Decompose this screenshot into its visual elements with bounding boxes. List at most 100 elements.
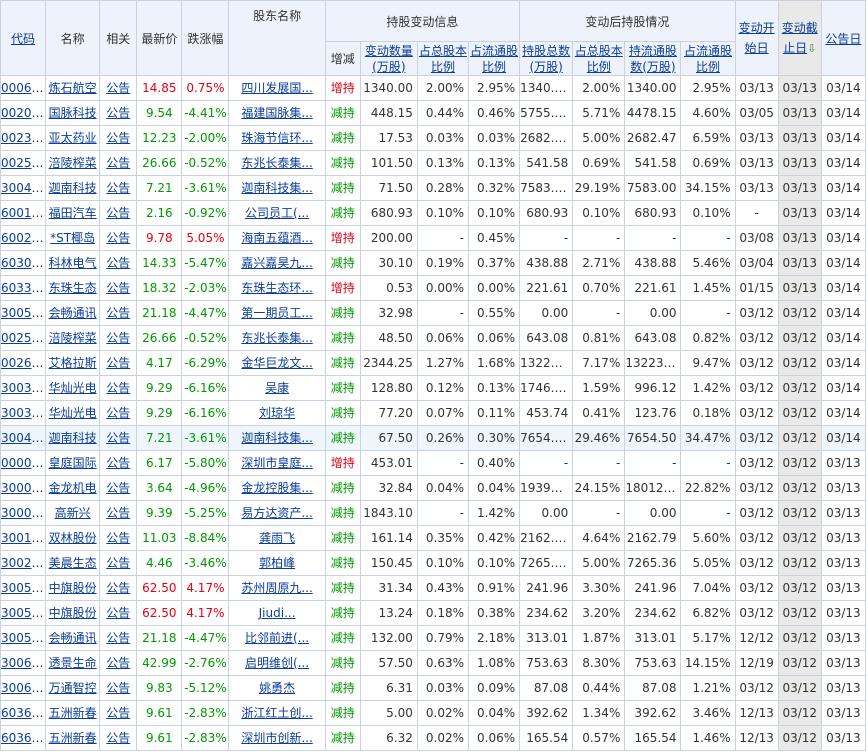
announcement-link[interactable]: 公告 xyxy=(106,156,131,170)
stock-code-link[interactable]: 000697 xyxy=(1,81,46,95)
holder-name-link[interactable]: 公司员工(... xyxy=(245,206,310,220)
announcement-link[interactable]: 公告 xyxy=(106,731,131,745)
stock-name-link[interactable]: 科林电气 xyxy=(48,256,97,270)
announcement-link[interactable]: 公告 xyxy=(106,256,131,270)
stock-name-link[interactable]: 东珠生态 xyxy=(48,281,97,295)
announcement-link[interactable]: 公告 xyxy=(106,406,131,420)
stock-name-link[interactable]: 双林股份 xyxy=(48,531,97,545)
stock-name-link[interactable]: 迦南科技 xyxy=(48,431,97,445)
stock-code-link[interactable]: 300642 xyxy=(1,656,46,670)
col-change-pct-total-header[interactable]: 占总股本比例 xyxy=(416,41,470,76)
stock-name-link[interactable]: 炼石航空 xyxy=(48,81,97,95)
sort-change-pct-total-link[interactable]: 占总股本比例 xyxy=(418,43,467,74)
sort-after-total-link[interactable]: 持股总数(万股) xyxy=(522,43,571,74)
stock-code-link[interactable]: 002507 xyxy=(1,156,46,170)
stock-name-link[interactable]: 艾格拉斯 xyxy=(48,356,97,370)
announcement-link[interactable]: 公告 xyxy=(106,681,131,695)
sort-after-pct-total-link[interactable]: 占总股本比例 xyxy=(574,43,623,74)
stock-code-link[interactable]: 603667 xyxy=(1,731,46,745)
announcement-link[interactable]: 公告 xyxy=(106,706,131,720)
announcement-link[interactable]: 公告 xyxy=(106,656,131,670)
stock-name-link[interactable]: 高新兴 xyxy=(54,506,91,520)
holder-name-link[interactable]: 海南五蕴酒... xyxy=(241,231,313,245)
stock-code-link[interactable]: 300575 xyxy=(1,606,46,620)
holder-name-link[interactable]: 郭柏峰 xyxy=(259,556,296,570)
stock-name-link[interactable]: 五洲新春 xyxy=(48,731,97,745)
stock-code-link[interactable]: 300100 xyxy=(1,531,46,545)
sort-after-pct-float-link[interactable]: 占流通股比例 xyxy=(684,43,733,74)
stock-code-link[interactable]: 603359 xyxy=(1,281,46,295)
announcement-link[interactable]: 公告 xyxy=(106,306,131,320)
holder-name-link[interactable]: 嘉兴嘉昊九... xyxy=(241,256,313,270)
col-after-pct-float-header[interactable]: 占流通股比例 xyxy=(680,41,736,76)
holder-name-link[interactable]: 比邻前进(... xyxy=(245,631,310,645)
sort-after-float-link[interactable]: 持流通股数(万股) xyxy=(628,43,677,74)
stock-name-link[interactable]: 华灿光电 xyxy=(48,406,97,420)
stock-name-link[interactable]: 会畅通讯 xyxy=(48,631,97,645)
stock-code-link[interactable]: 002370 xyxy=(1,131,46,145)
stock-name-link[interactable]: 中旗股份 xyxy=(48,606,97,620)
announcement-link[interactable]: 公告 xyxy=(106,631,131,645)
stock-name-link[interactable]: 透景生命 xyxy=(48,656,97,670)
announcement-link[interactable]: 公告 xyxy=(106,606,131,620)
stock-code-link[interactable]: 600238 xyxy=(1,231,46,245)
holder-name-link[interactable]: 东珠生态环... xyxy=(241,281,313,295)
stock-code-link[interactable]: 300575 xyxy=(1,581,46,595)
stock-name-link[interactable]: 福田汽车 xyxy=(48,206,97,220)
sort-start-date-link[interactable]: 变动开始日 xyxy=(738,21,775,55)
holder-name-link[interactable]: 浙江红土创... xyxy=(241,706,313,720)
stock-name-link[interactable]: 金龙机电 xyxy=(48,481,97,495)
stock-name-link[interactable]: 五洲新春 xyxy=(48,706,97,720)
stock-code-link[interactable]: 600166 xyxy=(1,206,46,220)
stock-name-link[interactable]: 国脉科技 xyxy=(48,106,97,120)
stock-code-link[interactable]: 603050 xyxy=(1,256,46,270)
stock-name-link[interactable]: 万通智控 xyxy=(48,681,97,695)
stock-code-link[interactable]: 300237 xyxy=(1,556,46,570)
stock-name-link[interactable]: 美晨生态 xyxy=(48,556,97,570)
sort-announce-date-link[interactable]: 公告日 xyxy=(825,31,862,46)
announcement-link[interactable]: 公告 xyxy=(106,331,131,345)
stock-code-link[interactable]: 002507 xyxy=(1,331,46,345)
stock-name-link[interactable]: 涪陵榨菜 xyxy=(48,331,97,345)
col-end-date-header[interactable]: 变动截止日⇩ xyxy=(777,0,822,76)
stock-name-link[interactable]: 亚太药业 xyxy=(48,131,97,145)
holder-name-link[interactable]: 金华巨龙文... xyxy=(241,356,313,370)
col-start-date-header[interactable]: 变动开始日 xyxy=(734,0,779,76)
sort-code-link[interactable]: 代码 xyxy=(11,31,36,46)
holder-name-link[interactable]: 深圳市皇庭... xyxy=(241,456,313,470)
holder-name-link[interactable]: Jiudi... xyxy=(258,606,296,620)
stock-code-link[interactable]: 300032 xyxy=(1,481,46,495)
col-change-qty-header[interactable]: 变动数量(万股) xyxy=(359,41,418,76)
stock-code-link[interactable]: 002093 xyxy=(1,106,46,120)
col-announce-date-header[interactable]: 公告日 xyxy=(820,0,867,76)
announcement-link[interactable]: 公告 xyxy=(106,481,131,495)
holder-name-link[interactable]: 苏州周原九... xyxy=(241,581,313,595)
holder-name-link[interactable]: 姚勇杰 xyxy=(259,681,296,695)
holder-name-link[interactable]: 迦南科技集... xyxy=(241,181,313,195)
col-change-pct-float-header[interactable]: 占流通股比例 xyxy=(467,41,521,76)
stock-code-link[interactable]: 300323 xyxy=(1,406,46,420)
stock-code-link[interactable]: 300098 xyxy=(1,506,46,520)
stock-name-link[interactable]: 中旗股份 xyxy=(48,581,97,595)
holder-name-link[interactable]: 深圳市创新... xyxy=(241,731,313,745)
stock-code-link[interactable]: 300323 xyxy=(1,381,46,395)
stock-code-link[interactable]: 300412 xyxy=(1,431,46,445)
announcement-link[interactable]: 公告 xyxy=(106,356,131,370)
announcement-link[interactable]: 公告 xyxy=(106,206,131,220)
stock-code-link[interactable]: 603667 xyxy=(1,706,46,720)
stock-name-link[interactable]: 皇庭国际 xyxy=(48,456,97,470)
stock-name-link[interactable]: 华灿光电 xyxy=(48,381,97,395)
sort-change-qty-link[interactable]: 变动数量(万股) xyxy=(364,43,413,74)
holder-name-link[interactable]: 第一期员工... xyxy=(241,306,313,320)
holder-name-link[interactable]: 迦南科技集... xyxy=(241,431,313,445)
announcement-link[interactable]: 公告 xyxy=(106,281,131,295)
announcement-link[interactable]: 公告 xyxy=(106,181,131,195)
stock-name-link[interactable]: 迦南科技 xyxy=(48,181,97,195)
announcement-link[interactable]: 公告 xyxy=(106,456,131,470)
holder-name-link[interactable]: 东兆长泰集... xyxy=(241,331,313,345)
stock-name-link[interactable]: 涪陵榨菜 xyxy=(48,156,97,170)
announcement-link[interactable]: 公告 xyxy=(106,381,131,395)
stock-code-link[interactable]: 300578 xyxy=(1,631,46,645)
holder-name-link[interactable]: 东兆长泰集... xyxy=(241,156,313,170)
col-code-header[interactable]: 代码 xyxy=(0,0,47,76)
